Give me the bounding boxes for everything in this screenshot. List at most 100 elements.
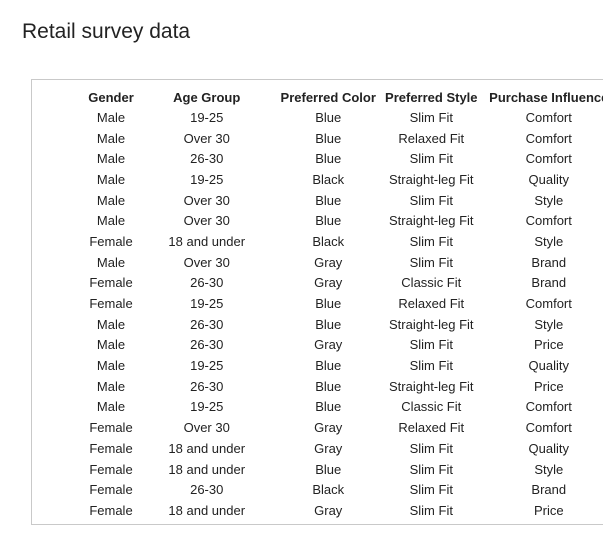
cell-purchase-influence: Quality (528, 440, 569, 456)
cell-gender: Female (89, 296, 133, 312)
cell-gender: Female (89, 233, 133, 249)
cell-age-group: 26-30 (190, 151, 224, 167)
cell-age-group: 18 and under (168, 233, 246, 249)
cell-gender: Male (96, 358, 126, 374)
column-header-purchase-influence: Purchase Influence (489, 90, 603, 105)
table-row: Male 26-30 Blue Straight-leg Fit Price (80, 376, 603, 397)
cell-age-group: 26-30 (190, 316, 224, 332)
cell-age-group: 18 and under (168, 440, 246, 456)
cell-gender: Female (89, 461, 133, 477)
cell-preferred-style: Slim Fit (409, 358, 453, 374)
table-row: Male 26-30 Blue Straight-leg Fit Style (80, 314, 603, 335)
cell-gender: Male (96, 192, 126, 208)
cell-preferred-style: Classic Fit (401, 399, 462, 415)
cell-gender: Male (96, 151, 126, 167)
cell-purchase-influence: Comfort (525, 399, 572, 415)
table-row: Male Over 30 Gray Slim Fit Brand (80, 252, 603, 273)
cell-age-group: 19-25 (190, 358, 224, 374)
cell-purchase-influence: Price (533, 502, 564, 518)
cell-purchase-influence: Comfort (525, 109, 572, 125)
cell-purchase-influence: Comfort (525, 130, 572, 146)
cell-gender: Male (96, 130, 126, 146)
cell-preferred-color: Gray (314, 337, 343, 353)
cell-preferred-color: Blue (315, 192, 342, 208)
cell-gender: Male (96, 337, 126, 353)
cell-gender: Male (96, 213, 126, 229)
cell-gender: Male (96, 399, 126, 415)
cell-preferred-style: Slim Fit (409, 254, 453, 270)
cell-age-group: 26-30 (190, 378, 224, 394)
cell-age-group: Over 30 (183, 213, 230, 229)
table-row: Male 19-25 Black Straight-leg Fit Quality (80, 169, 603, 190)
cell-age-group: 19-25 (190, 399, 224, 415)
cell-preferred-style: Straight-leg Fit (389, 378, 474, 394)
table-row: Male 19-25 Blue Slim Fit Comfort (80, 107, 603, 128)
cell-age-group: 19-25 (190, 109, 224, 125)
table-row: Female 18 and under Gray Slim Fit Price (80, 500, 603, 521)
cell-gender: Female (89, 420, 133, 436)
cell-gender: Female (89, 482, 133, 498)
cell-age-group: 19-25 (190, 296, 224, 312)
table-row: Female 26-30 Gray Classic Fit Brand (80, 273, 603, 294)
cell-purchase-influence: Style (534, 192, 564, 208)
cell-preferred-style: Slim Fit (409, 233, 453, 249)
table-row: Male Over 30 Blue Relaxed Fit Comfort (80, 128, 603, 149)
cell-purchase-influence: Brand (531, 254, 567, 270)
table-row: Female 18 and under Black Slim Fit Style (80, 231, 603, 252)
column-header-gender: Gender (88, 90, 134, 105)
cell-purchase-influence: Comfort (525, 151, 572, 167)
cell-preferred-color: Black (312, 482, 345, 498)
cell-purchase-influence: Quality (528, 171, 569, 187)
cell-purchase-influence: Price (533, 378, 564, 394)
cell-age-group: 26-30 (190, 482, 224, 498)
cell-preferred-color: Gray (314, 275, 343, 291)
cell-gender: Female (89, 440, 133, 456)
column-header-preferred-color: Preferred Color (280, 90, 376, 105)
cell-preferred-color: Gray (314, 254, 343, 270)
cell-preferred-style: Slim Fit (409, 151, 453, 167)
cell-purchase-influence: Comfort (525, 296, 572, 312)
cell-preferred-style: Classic Fit (401, 275, 462, 291)
table-row: Female Over 30 Gray Relaxed Fit Comfort (80, 417, 603, 438)
table-row: Female 26-30 Black Slim Fit Brand (80, 479, 603, 500)
cell-preferred-style: Slim Fit (409, 440, 453, 456)
cell-gender: Male (96, 109, 126, 125)
table-row: Male 19-25 Blue Slim Fit Quality (80, 355, 603, 376)
cell-age-group: Over 30 (183, 192, 230, 208)
cell-preferred-style: Relaxed Fit (398, 130, 465, 146)
table-row: Female 18 and under Gray Slim Fit Quality (80, 438, 603, 459)
cell-age-group: 26-30 (190, 337, 224, 353)
cell-age-group: Over 30 (183, 254, 230, 270)
cell-preferred-color: Blue (315, 130, 342, 146)
table-row: Male Over 30 Blue Straight-leg Fit Comfort (80, 210, 603, 231)
cell-preferred-color: Black (312, 233, 345, 249)
cell-preferred-style: Slim Fit (409, 109, 453, 125)
cell-preferred-style: Slim Fit (409, 192, 453, 208)
cell-purchase-influence: Style (534, 316, 564, 332)
cell-age-group: 18 and under (168, 502, 246, 518)
cell-age-group: 26-30 (190, 275, 224, 291)
cell-gender: Male (96, 171, 126, 187)
cell-preferred-color: Gray (314, 502, 343, 518)
table-row: Male 26-30 Blue Slim Fit Comfort (80, 148, 603, 169)
cell-gender: Female (89, 275, 133, 291)
cell-preferred-style: Straight-leg Fit (389, 171, 474, 187)
cell-preferred-style: Slim Fit (409, 337, 453, 353)
cell-preferred-color: Blue (315, 399, 342, 415)
cell-preferred-style: Straight-leg Fit (389, 213, 474, 229)
cell-preferred-style: Slim Fit (409, 461, 453, 477)
cell-purchase-influence: Quality (528, 358, 569, 374)
cell-preferred-style: Relaxed Fit (398, 420, 465, 436)
cell-purchase-influence: Brand (531, 275, 567, 291)
cell-gender: Male (96, 316, 126, 332)
cell-purchase-influence: Style (534, 461, 564, 477)
cell-age-group: Over 30 (183, 130, 230, 146)
cell-preferred-color: Gray (314, 440, 343, 456)
cell-purchase-influence: Style (534, 233, 564, 249)
cell-preferred-color: Blue (315, 461, 342, 477)
table-row: Male 26-30 Gray Slim Fit Price (80, 335, 603, 356)
cell-preferred-style: Straight-leg Fit (389, 316, 474, 332)
column-header-age-group: Age Group (173, 90, 241, 105)
cell-purchase-influence: Comfort (525, 213, 572, 229)
